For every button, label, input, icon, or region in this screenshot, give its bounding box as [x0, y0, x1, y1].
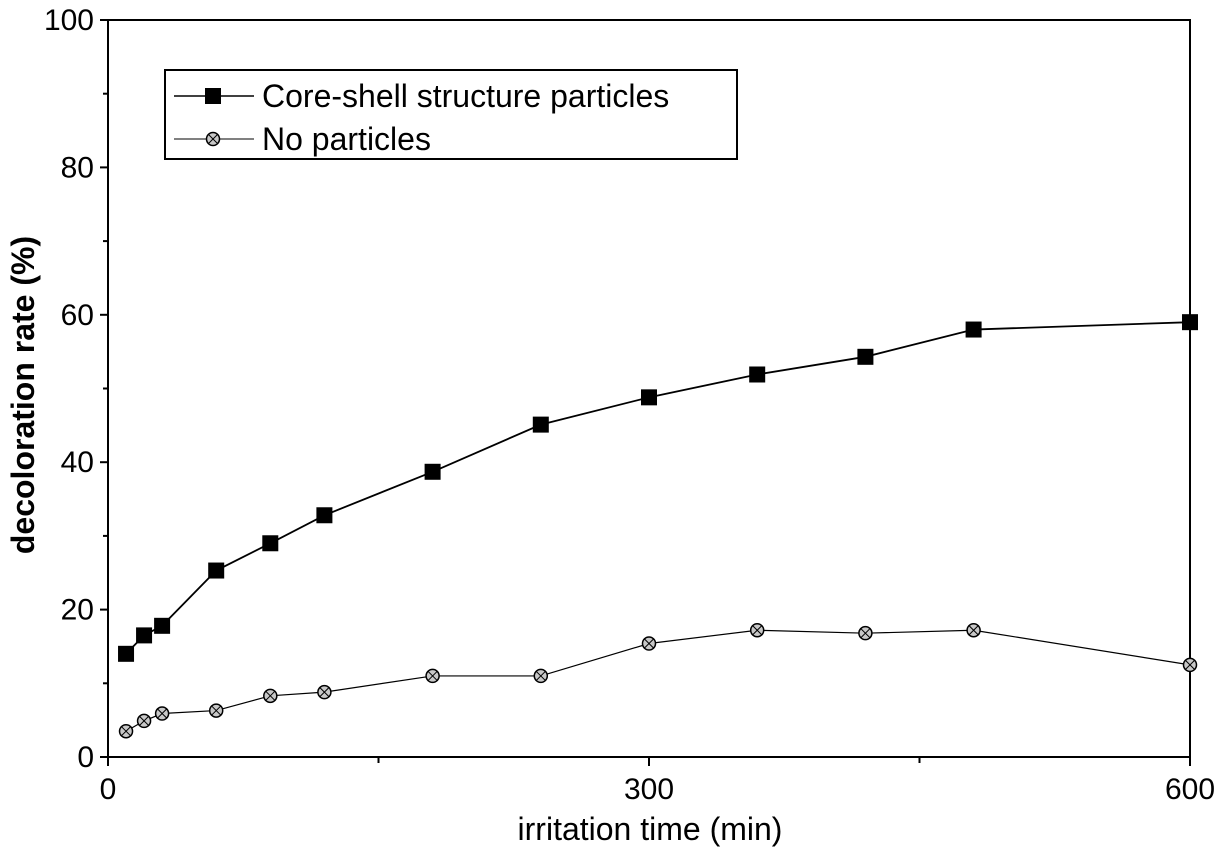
x-tick-label: 600 [1165, 773, 1215, 806]
legend-marker-core-shell [205, 88, 221, 104]
data-point-no-particles [858, 625, 873, 641]
tick-labels: 0 20 40 60 80 100 0 300 600 [44, 4, 1215, 806]
series-line-core-shell [125, 321, 1191, 655]
y-tick-label: 40 [61, 446, 94, 479]
data-point-core-shell [154, 617, 171, 634]
legend: Core-shell structure particles No partic… [164, 69, 738, 160]
data-point-no-particles [1182, 657, 1198, 673]
data-point-core-shell [1182, 314, 1198, 331]
series-markers [118, 314, 1198, 739]
data-point-core-shell [424, 463, 441, 480]
data-point-no-particles [966, 622, 981, 638]
y-tick-label: 80 [61, 151, 94, 184]
data-point-no-particles [154, 706, 170, 721]
y-tick-label: 0 [77, 741, 94, 774]
data-point-core-shell [208, 562, 225, 579]
data-point-core-shell [136, 627, 153, 644]
series-line-no-particles [125, 629, 1191, 732]
data-point-core-shell [965, 321, 982, 338]
data-point-core-shell [749, 366, 766, 383]
data-point-no-particles [208, 703, 224, 718]
y-tick-label: 100 [44, 4, 94, 37]
legend-label-core-shell: Core-shell structure particles [262, 78, 669, 114]
data-point-no-particles [641, 636, 657, 651]
data-point-no-particles [425, 668, 440, 684]
legend-label-no-particles: No particles [262, 121, 431, 157]
data-point-core-shell [641, 389, 657, 406]
axis-ticks [100, 19, 1191, 766]
x-tick-label: 0 [100, 773, 117, 806]
x-tick-label: 300 [624, 773, 674, 806]
data-point-no-particles [263, 688, 278, 704]
data-point-no-particles [317, 684, 332, 700]
data-point-no-particles [136, 713, 152, 729]
data-point-core-shell [857, 348, 874, 365]
data-point-core-shell [532, 416, 549, 433]
data-point-core-shell [118, 645, 135, 662]
data-point-no-particles [118, 723, 134, 739]
legend-marker-no-particles [205, 131, 221, 147]
y-tick-label: 20 [61, 594, 94, 627]
y-axis-title: decoloration rate (%) [5, 236, 41, 554]
y-tick-label: 60 [61, 299, 94, 332]
data-point-no-particles [749, 622, 765, 638]
data-point-no-particles [533, 668, 549, 684]
data-point-core-shell [316, 507, 333, 524]
x-axis-title: irritation time (min) [518, 811, 783, 847]
series-lines [125, 321, 1191, 732]
data-point-core-shell [262, 535, 279, 552]
legend-box [164, 69, 738, 160]
